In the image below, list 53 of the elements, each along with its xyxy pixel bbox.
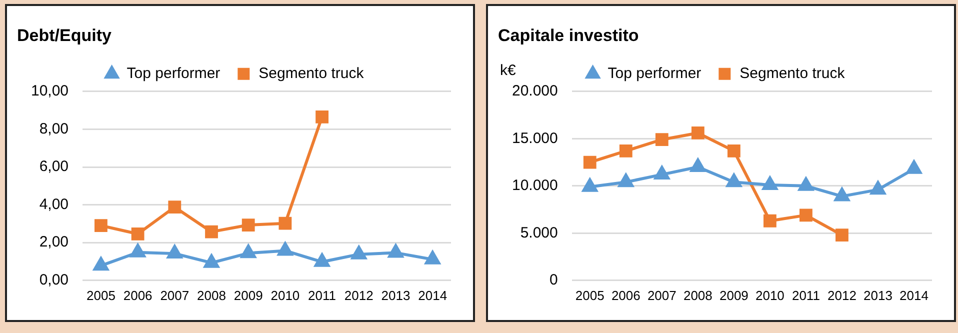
point — [582, 178, 598, 192]
x-tick-label: 2012 — [828, 288, 856, 303]
x-tick-label: 2008 — [197, 288, 226, 303]
y-axis-title: k€ — [500, 62, 516, 80]
legend-label: Segmento truck — [258, 65, 364, 82]
point — [654, 166, 670, 180]
x-tick-label: 2008 — [683, 288, 712, 303]
y-tick-label: 5.000 — [520, 224, 558, 242]
chart-title: Capitale investito — [498, 26, 639, 45]
x-tick-label: 2007 — [647, 288, 676, 303]
point — [618, 174, 634, 188]
x-tick-label: 2011 — [308, 288, 336, 303]
point — [619, 144, 632, 158]
y-tick-label: 0,00 — [39, 272, 69, 289]
x-tick-label: 2013 — [381, 288, 410, 303]
x-tick-label: 2007 — [160, 288, 190, 303]
x-tick-label: 2006 — [123, 288, 152, 303]
legend-label: Segmento truck — [740, 65, 846, 82]
x-tick-label: 2013 — [864, 288, 892, 303]
y-tick-label: 15.000 — [512, 130, 558, 147]
point — [834, 188, 850, 202]
y-tick-label: 6,00 — [39, 158, 69, 176]
y-tick-label: 20.000 — [512, 82, 558, 100]
point — [870, 181, 886, 195]
y-tick-label: 0 — [550, 272, 558, 289]
y-tick-label: 10,00 — [30, 82, 69, 100]
point — [655, 133, 668, 146]
y-tick-label: 10.000 — [512, 177, 558, 194]
point — [583, 156, 596, 169]
legend-label: Top performer — [126, 65, 220, 82]
point — [798, 177, 814, 191]
point — [727, 144, 740, 158]
x-tick-label: 2005 — [86, 288, 116, 303]
x-tick-label: 2014 — [900, 288, 928, 303]
x-tick-label: 2014 — [418, 288, 448, 303]
x-tick-label: 2006 — [611, 288, 640, 303]
point — [762, 176, 778, 190]
point — [691, 126, 704, 140]
y-tick-label: 4,00 — [39, 196, 69, 213]
chart-title: Debt/Equity — [17, 26, 112, 45]
point — [690, 158, 706, 172]
legend-label: Top performer — [608, 65, 702, 82]
x-tick-label: 2010 — [270, 288, 300, 303]
x-tick-label: 2012 — [344, 288, 374, 303]
x-tick-label: 2009 — [719, 288, 748, 303]
x-tick-label: 2011 — [792, 288, 820, 303]
y-tick-label: 2,00 — [39, 234, 69, 251]
point — [906, 160, 922, 174]
x-tick-label: 2010 — [755, 288, 784, 303]
point — [726, 174, 742, 188]
y-tick-label: 8,00 — [39, 120, 69, 138]
x-tick-label: 2009 — [234, 288, 263, 303]
x-tick-label: 2005 — [575, 288, 604, 303]
